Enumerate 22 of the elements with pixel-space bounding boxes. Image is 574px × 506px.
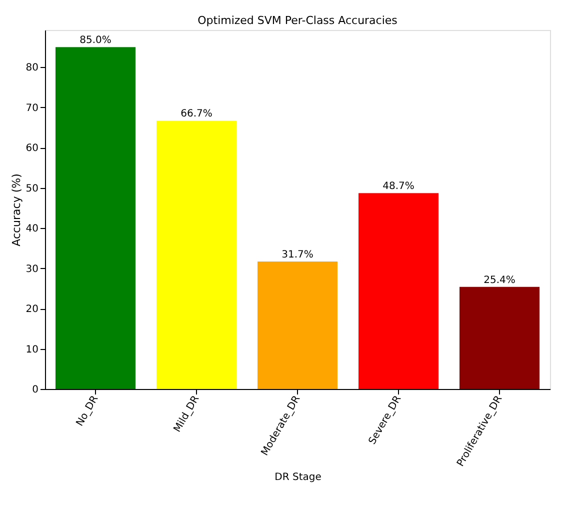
chart-title: Optimized SVM Per-Class Accuracies [198, 14, 398, 27]
bar [156, 120, 236, 389]
y-tick-label: 20 [26, 304, 38, 316]
data-label: 25.4% [484, 274, 516, 286]
y-tick-label: 10 [26, 344, 38, 356]
y-axis-title: Accuracy (%) [10, 174, 23, 246]
y-tick-label: 60 [26, 143, 38, 154]
bar [358, 193, 438, 389]
y-tick-label: 70 [26, 102, 38, 114]
bar [460, 286, 540, 389]
y-tick-label: 30 [26, 264, 38, 275]
bar [56, 47, 136, 389]
x-axis-title: DR Stage [274, 472, 322, 484]
data-label: 66.7% [180, 108, 212, 120]
data-label: 48.7% [382, 181, 414, 192]
data-label: 85.0% [80, 35, 112, 46]
bar [258, 261, 338, 389]
data-label: 31.7% [282, 249, 314, 260]
y-tick-label: 40 [26, 224, 38, 235]
y-tick-label: 80 [26, 62, 38, 74]
y-tick-label: 0 [32, 384, 38, 396]
y-tick-label: 50 [26, 183, 38, 194]
